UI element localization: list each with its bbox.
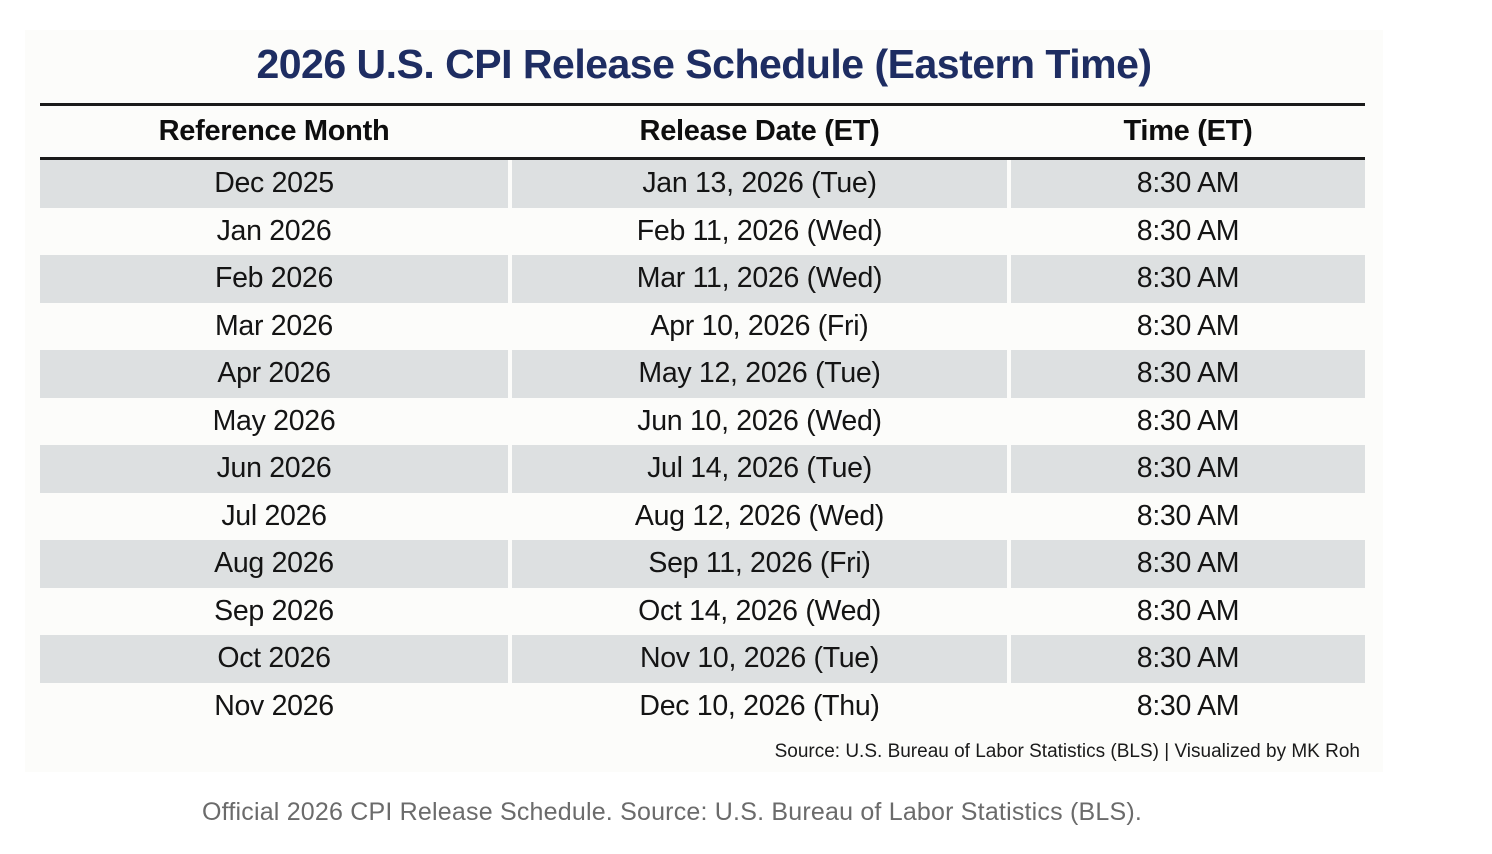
cell-release-date: Jul 14, 2026 (Tue)	[512, 445, 1007, 493]
cell-release-date: Jan 13, 2026 (Tue)	[512, 160, 1007, 208]
cell-time: 8:30 AM	[1136, 214, 1240, 247]
cell-time: 8:30 AM	[1011, 635, 1365, 683]
table-row: Jun 2026 Jul 14, 2026 (Tue) 8:30 AM	[40, 445, 1365, 493]
source-attribution: Source: U.S. Bureau of Labor Statistics …	[774, 741, 1360, 762]
cell-release-date: Sep 11, 2026 (Fri)	[512, 540, 1007, 588]
cell-time: 8:30 AM	[1136, 689, 1240, 722]
cell-time: 8:30 AM	[1136, 404, 1240, 437]
cell-reference-month: Aug 2026	[40, 540, 508, 588]
table-row: Nov 2026 Dec 10, 2026 (Thu) 8:30 AM	[40, 683, 1365, 731]
cell-reference-month: Feb 2026	[40, 255, 508, 303]
header-reference-month: Reference Month	[158, 115, 390, 147]
table-row: May 2026 Jun 10, 2026 (Wed) 8:30 AM	[40, 398, 1365, 446]
figure-caption: Official 2026 CPI Release Schedule. Sour…	[202, 798, 1143, 826]
chart-title: 2026 U.S. CPI Release Schedule (Eastern …	[256, 41, 1152, 87]
cell-reference-month: May 2026	[212, 404, 336, 437]
cpi-schedule-table: Reference Month Release Date (ET) Time (…	[40, 103, 1365, 763]
cell-time: 8:30 AM	[1011, 540, 1365, 588]
schedule-card: 2026 U.S. CPI Release Schedule (Eastern …	[25, 30, 1383, 772]
table-row: Apr 2026 May 12, 2026 (Tue) 8:30 AM	[40, 350, 1365, 398]
cell-time: 8:30 AM	[1136, 309, 1240, 342]
cell-reference-month: Mar 2026	[214, 309, 333, 342]
cell-reference-month: Dec 2025	[40, 160, 508, 208]
table-row: Mar 2026 Apr 10, 2026 (Fri) 8:30 AM	[40, 303, 1365, 351]
table-row: Sep 2026 Oct 14, 2026 (Wed) 8:30 AM	[40, 588, 1365, 636]
cell-release-date: Apr 10, 2026 (Fri)	[650, 309, 869, 342]
table-body: Dec 2025 Jan 13, 2026 (Tue) 8:30 AM Jan …	[40, 160, 1365, 730]
cell-time: 8:30 AM	[1011, 160, 1365, 208]
cell-time: 8:30 AM	[1136, 499, 1240, 532]
table-row: Aug 2026 Sep 11, 2026 (Fri) 8:30 AM	[40, 540, 1365, 588]
cell-time: 8:30 AM	[1136, 594, 1240, 627]
table-row: Jan 2026 Feb 11, 2026 (Wed) 8:30 AM	[40, 208, 1365, 256]
cell-reference-month: Jun 2026	[40, 445, 508, 493]
table-row: Feb 2026 Mar 11, 2026 (Wed) 8:30 AM	[40, 255, 1365, 303]
cell-release-date: Jun 10, 2026 (Wed)	[637, 404, 882, 437]
header-release-date: Release Date (ET)	[639, 115, 880, 147]
cell-release-date: Nov 10, 2026 (Tue)	[512, 635, 1007, 683]
header-time: Time (ET)	[1123, 115, 1253, 147]
cell-release-date: Oct 14, 2026 (Wed)	[638, 594, 881, 627]
cell-reference-month: Oct 2026	[40, 635, 508, 683]
cell-release-date: Feb 11, 2026 (Wed)	[636, 214, 883, 247]
cell-reference-month: Sep 2026	[214, 594, 334, 627]
table-row: Dec 2025 Jan 13, 2026 (Tue) 8:30 AM	[40, 160, 1365, 208]
cell-release-date: Mar 11, 2026 (Wed)	[512, 255, 1007, 303]
cell-time: 8:30 AM	[1011, 255, 1365, 303]
cell-reference-month: Nov 2026	[214, 689, 334, 722]
table-row: Oct 2026 Nov 10, 2026 (Tue) 8:30 AM	[40, 635, 1365, 683]
cell-reference-month: Apr 2026	[40, 350, 508, 398]
cell-release-date: Aug 12, 2026 (Wed)	[634, 499, 885, 532]
cell-release-date: May 12, 2026 (Tue)	[512, 350, 1007, 398]
table-header-row: Reference Month Release Date (ET) Time (…	[40, 106, 1365, 157]
header-bottom-rule	[40, 157, 1365, 160]
cell-release-date: Dec 10, 2026 (Thu)	[639, 689, 880, 722]
table-row: Jul 2026 Aug 12, 2026 (Wed) 8:30 AM	[40, 493, 1365, 541]
header-top-rule	[40, 103, 1365, 106]
cell-time: 8:30 AM	[1011, 445, 1365, 493]
cell-reference-month: Jul 2026	[221, 499, 327, 532]
cell-time: 8:30 AM	[1011, 350, 1365, 398]
cell-reference-month: Jan 2026	[216, 214, 332, 247]
